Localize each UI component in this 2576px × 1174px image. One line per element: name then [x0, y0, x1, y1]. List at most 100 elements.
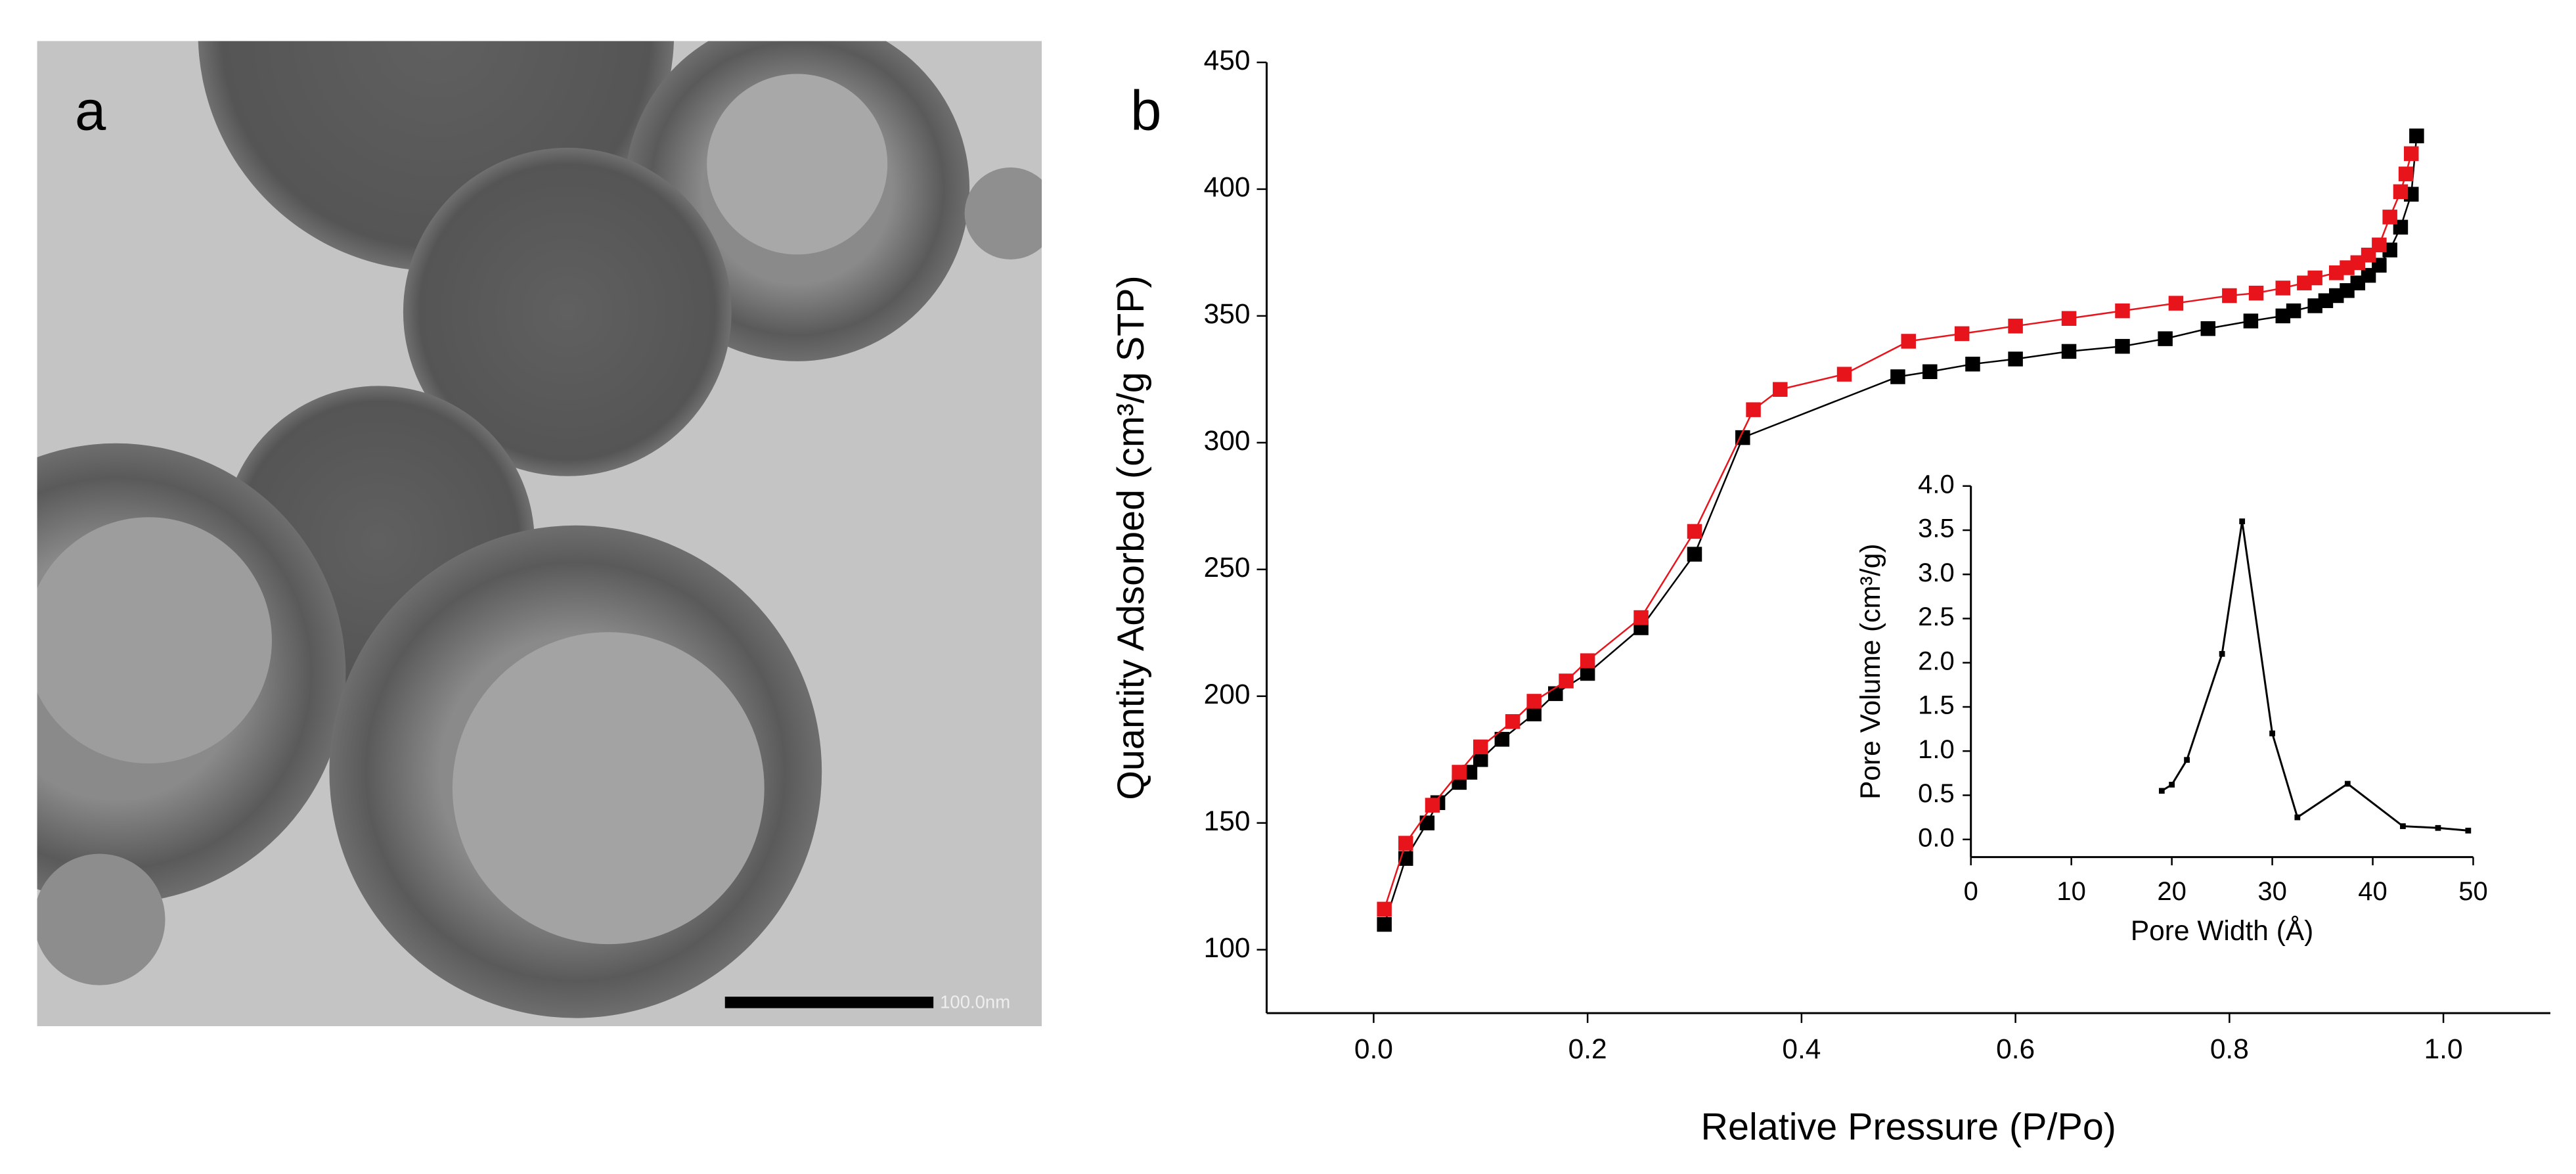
data-point [1526, 694, 1542, 709]
y-axis-label: Quantity Adsorbed (cm³/g STP) [1110, 275, 1152, 800]
data-point [1687, 547, 1702, 562]
data-point [1773, 382, 1788, 397]
data-point [2409, 128, 2424, 144]
data-point [2248, 285, 2264, 301]
series-line [2161, 521, 2468, 832]
data-point [2115, 338, 2130, 354]
data-point [2286, 303, 2301, 319]
data-point [1580, 653, 1595, 668]
y-tick-label: 3.0 [1918, 558, 1955, 587]
data-point [2169, 781, 2175, 788]
data-point [2219, 650, 2225, 657]
data-point [2061, 311, 2077, 326]
x-tick-label: 0 [1964, 877, 1978, 906]
data-point [1505, 714, 1521, 729]
data-point [2008, 351, 2023, 367]
panel-label: a [75, 79, 106, 142]
y-tick-label: 250 [1204, 553, 1251, 583]
x-tick-label: 10 [2056, 877, 2085, 906]
data-point [2435, 824, 2441, 831]
data-point [2168, 296, 2184, 311]
data-point [2307, 270, 2322, 286]
y-tick-label: 0.0 [1918, 823, 1955, 852]
data-point [2061, 344, 2077, 359]
y-tick-label: 100 [1204, 933, 1251, 964]
y-tick-label: 4.0 [1918, 470, 1955, 499]
data-point [1473, 752, 1488, 767]
data-point [2115, 303, 2130, 319]
x-tick-label: 50 [2458, 877, 2487, 906]
data-point [1633, 610, 1649, 625]
x-tick-label: 30 [2257, 877, 2286, 906]
data-point [1452, 765, 1467, 780]
data-point [1836, 367, 1852, 382]
x-tick-label: 40 [2358, 877, 2387, 906]
x-tick-label: 0.0 [1354, 1034, 1393, 1065]
tem-image [37, 41, 1042, 1027]
x-tick-label: 0.6 [1996, 1034, 2035, 1065]
y-tick-label: 3.5 [1918, 514, 1955, 543]
data-point [2200, 321, 2216, 336]
data-point [2465, 827, 2472, 834]
data-point [2184, 757, 2190, 763]
y-tick-label: 400 [1204, 172, 1251, 203]
data-point [2403, 146, 2419, 162]
y-tick-label: 150 [1204, 806, 1251, 837]
y-tick-label: 300 [1204, 426, 1251, 457]
data-point [2275, 281, 2291, 296]
x-tick-label: 20 [2157, 877, 2186, 906]
data-point [1746, 402, 1761, 417]
y-axis-label: Pore Volume (cm³/g) [1855, 544, 1886, 800]
x-axis-label: Relative Pressure (P/Po) [1701, 1106, 2116, 1148]
y-tick-label: 1.0 [1918, 735, 1955, 764]
data-point [2294, 814, 2301, 821]
y-tick-label: 350 [1204, 299, 1251, 330]
x-axis-label: Pore Width (Å) [2131, 915, 2313, 947]
data-point [2372, 237, 2387, 253]
data-point [2344, 780, 2351, 787]
data-point [1559, 673, 1574, 689]
y-tick-label: 1.5 [1918, 691, 1955, 720]
x-tick-label: 0.8 [2210, 1034, 2249, 1065]
y-tick-label: 450 [1204, 45, 1251, 76]
data-point [2158, 788, 2165, 794]
x-tick-label: 0.4 [1782, 1034, 1821, 1065]
y-tick-label: 2.0 [1918, 646, 1955, 675]
data-point [1473, 739, 1488, 755]
panel-label: b [1130, 79, 1161, 142]
data-point [1425, 798, 1440, 813]
data-point [2382, 210, 2397, 225]
data-point [2222, 288, 2237, 304]
series-line [1383, 153, 2412, 910]
data-point [1901, 334, 1916, 349]
scale-bar-label: 100.0nm [940, 991, 1010, 1012]
y-tick-label: 200 [1204, 679, 1251, 710]
data-point [2158, 331, 2173, 346]
data-point [2400, 823, 2406, 829]
data-point [1494, 732, 1510, 747]
data-point [1419, 815, 1435, 830]
data-point [1377, 901, 1392, 917]
data-point [1398, 836, 1413, 851]
data-point [2398, 166, 2414, 182]
data-point [1922, 364, 1938, 380]
data-point [1526, 706, 1542, 721]
x-tick-label: 0.2 [1568, 1034, 1607, 1065]
data-point [1580, 666, 1595, 681]
y-tick-label: 0.5 [1918, 779, 1955, 808]
y-tick-label: 2.5 [1918, 602, 1955, 631]
data-point [1687, 524, 1702, 539]
data-point [1890, 369, 1905, 384]
series-line [1383, 135, 2418, 925]
data-point [1377, 916, 1392, 932]
data-point [1954, 326, 1970, 342]
data-point [1965, 356, 1980, 372]
data-point [2269, 730, 2275, 736]
data-point [2243, 313, 2259, 328]
x-tick-label: 1.0 [2424, 1034, 2463, 1065]
data-point [2393, 184, 2409, 200]
data-point [2008, 319, 2023, 334]
data-point [2239, 518, 2246, 524]
